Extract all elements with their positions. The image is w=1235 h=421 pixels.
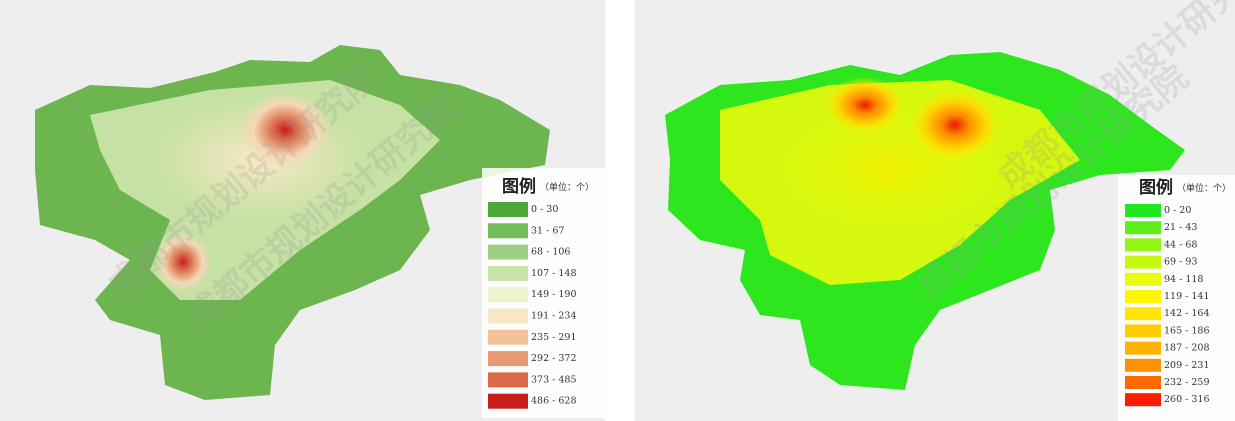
hotspot — [910, 90, 1000, 160]
legend-label: 232 - 259 — [1164, 377, 1210, 388]
hotspot — [825, 77, 905, 133]
legend-label: 119 - 141 — [1164, 291, 1210, 302]
legend-swatch — [488, 372, 528, 388]
legend-label: 373 - 485 — [531, 374, 577, 385]
legend-title: 图例 — [1139, 177, 1173, 198]
legend-label: 191 - 234 — [531, 311, 577, 322]
legend-swatch — [1125, 204, 1161, 217]
legend-swatch — [1125, 341, 1161, 355]
legend-unit: （单位：个） — [1177, 182, 1231, 194]
legend-swatch — [1125, 272, 1161, 286]
legend-swatch — [488, 244, 528, 260]
legend-title: 图例 — [502, 176, 536, 197]
left-map-panel: 成都市规划设计研究院 成都市规划设计研究院 — [0, 0, 605, 421]
legend-label: 165 - 186 — [1164, 325, 1210, 336]
legend-swatch — [1125, 307, 1161, 321]
legend-swatch — [1125, 358, 1161, 372]
hotspot — [155, 232, 211, 292]
legend-swatch — [488, 223, 528, 239]
legend-swatch — [1125, 324, 1161, 338]
legend-label: 31 - 67 — [531, 225, 564, 236]
legend-label: 69 - 93 — [1164, 257, 1197, 268]
legend-label: 209 - 231 — [1164, 360, 1210, 371]
hotspot — [240, 92, 330, 168]
legend-swatch — [488, 308, 528, 324]
legend-label: 292 - 372 — [531, 353, 577, 364]
legend-swatch — [488, 351, 528, 367]
legend-label: 149 - 190 — [531, 289, 577, 300]
legend-swatch — [1125, 238, 1161, 252]
legend-label: 107 - 148 — [531, 268, 577, 279]
legend-swatch — [488, 202, 528, 217]
legend-swatch — [1125, 221, 1161, 235]
legend-swatch — [1125, 290, 1161, 303]
legend-label: 0 - 20 — [1164, 205, 1191, 216]
legend-label: 68 - 106 — [531, 247, 570, 258]
legend-swatch — [1125, 376, 1161, 389]
legend-label: 21 - 43 — [1164, 222, 1197, 233]
legend-label: 94 - 118 — [1164, 274, 1203, 285]
legend-swatch — [488, 329, 528, 345]
legend-label: 486 - 628 — [531, 396, 577, 407]
legend-unit: （单位：个） — [540, 181, 594, 193]
legend-swatch — [488, 393, 528, 409]
legend-swatch — [488, 265, 528, 281]
legend-label: 0 - 30 — [531, 204, 558, 215]
legend-swatch — [1125, 393, 1161, 407]
legend-label: 260 - 316 — [1164, 394, 1210, 405]
legend-label: 44 - 68 — [1164, 239, 1197, 250]
legend-label: 142 - 164 — [1164, 308, 1210, 319]
legend-swatch — [488, 287, 528, 303]
right-map-panel: 成都市规划设计研究院 成都市规划设计研究院 — [635, 0, 1235, 421]
legend-label: 235 - 291 — [531, 332, 577, 343]
legend-swatch — [1125, 255, 1161, 269]
legend-label: 187 - 208 — [1164, 343, 1210, 354]
